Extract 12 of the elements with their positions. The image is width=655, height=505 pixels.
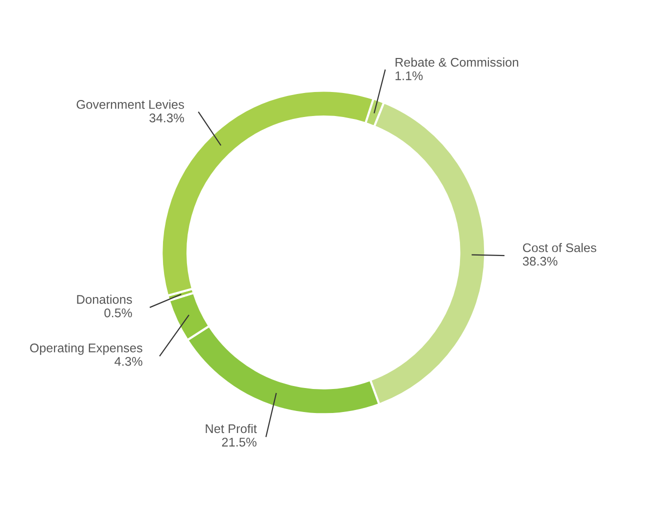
data-label: 4.3% xyxy=(114,356,142,366)
slice-label: Donations xyxy=(77,294,132,304)
data-label: 21.5% xyxy=(222,438,256,447)
slice-label: Rebate & Commission xyxy=(396,58,518,67)
slice-label: Government Levies xyxy=(76,100,184,109)
slice-label: Cost of Sales xyxy=(522,242,596,252)
data-label: 38.3% xyxy=(522,256,558,266)
slice-label: Net Profit xyxy=(206,424,257,434)
data-label: 0.5% xyxy=(104,308,132,318)
data-label: 34.3% xyxy=(149,114,184,122)
slice-label: Operating Expenses xyxy=(30,343,142,355)
data-label: 1.1% xyxy=(396,71,423,80)
